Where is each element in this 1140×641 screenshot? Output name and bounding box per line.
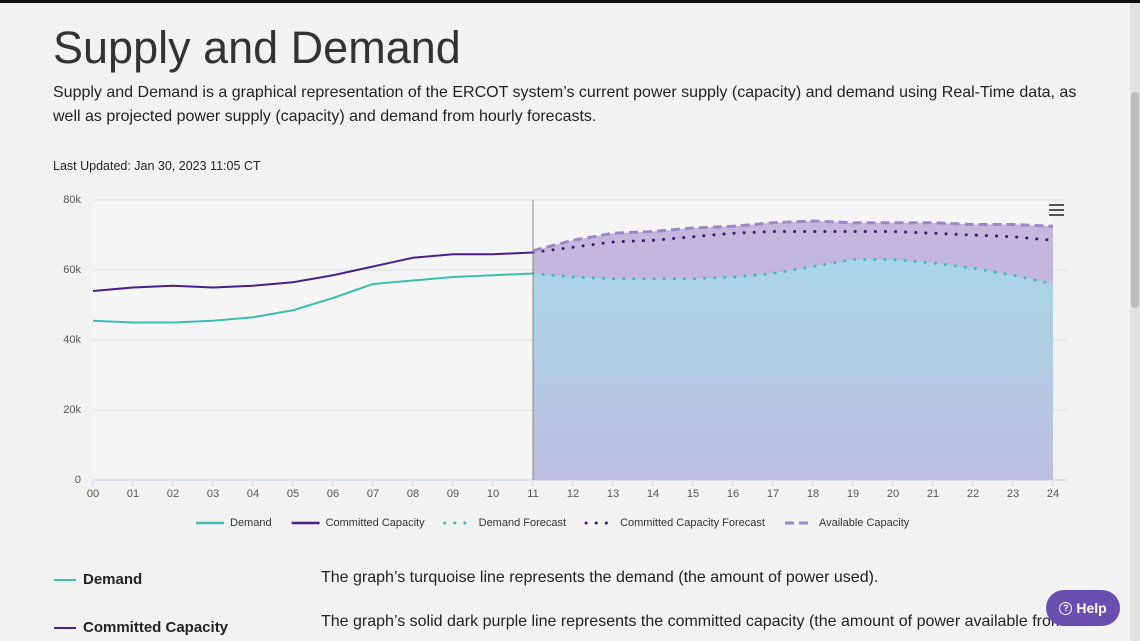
x-tick-label: 22 <box>967 488 979 500</box>
legend-label: Demand Forecast <box>479 517 566 529</box>
note-label: Committed Capacity <box>83 619 229 636</box>
x-tick-label: 20 <box>887 488 899 500</box>
note-swatch <box>54 627 76 629</box>
menu-icon[interactable] <box>1049 204 1064 216</box>
x-tick-label: 01 <box>127 488 139 500</box>
series-line <box>532 219 1054 253</box>
y-tick-label: 60k <box>63 264 81 276</box>
series-line <box>92 272 534 324</box>
legend-label: Demand <box>230 517 272 529</box>
page-title: Supply and Demand <box>53 22 461 73</box>
x-tick-label: 04 <box>247 488 259 500</box>
y-tick-label: 40k <box>63 334 81 346</box>
x-tick-label: 07 <box>367 488 379 500</box>
scrollbar-thumb[interactable] <box>1131 92 1139 308</box>
x-tick-label: 06 <box>327 488 339 500</box>
note-swatch <box>54 579 76 581</box>
description: Supply and Demand is a graphical represe… <box>53 84 1077 125</box>
x-tick-label: 23 <box>1007 488 1019 500</box>
note-text: The graph’s solid dark purple line repre… <box>321 613 1065 630</box>
x-tick-label: 16 <box>727 488 739 500</box>
y-tick-label: 0 <box>75 474 81 486</box>
legend-label: Committed Capacity <box>326 517 426 529</box>
chart: 0 20k 40k 60k 80k 00 01 02 03 04 05 06 07 08 09 10 11 12 1… <box>63 194 1067 529</box>
x-tick-label: 14 <box>647 488 659 500</box>
x-tick-label: 19 <box>847 488 859 500</box>
series-line <box>92 251 534 292</box>
note-label: Demand <box>83 571 143 588</box>
series-line <box>531 258 1055 286</box>
x-tick-label: 18 <box>807 488 819 500</box>
x-tick-label: 00 <box>87 488 99 500</box>
x-tick-label: 02 <box>167 488 179 500</box>
scrollbar[interactable] <box>1130 3 1140 641</box>
x-tick-label: 21 <box>927 488 939 500</box>
x-tick-label: 11 <box>527 488 538 500</box>
x-tick-label: 24 <box>1047 488 1059 500</box>
x-tick-label: 17 <box>767 488 779 500</box>
area <box>533 259 1053 480</box>
x-tick-label: 09 <box>447 488 459 500</box>
legend-label: Committed Capacity Forecast <box>620 517 765 529</box>
note-text: The graph’s turquoise line represents th… <box>321 569 879 586</box>
x-tick-label: 15 <box>687 488 699 500</box>
help-label[interactable]: Help <box>1076 600 1107 616</box>
y-tick-label: 80k <box>63 194 81 206</box>
x-tick-label: 05 <box>287 488 299 500</box>
top-bar <box>0 0 1140 3</box>
legend-label: Available Capacity <box>819 517 910 529</box>
x-tick-label: 13 <box>607 488 619 500</box>
help-button[interactable]: ? Help <box>1046 590 1120 626</box>
help-icon[interactable]: ? <box>1059 601 1073 615</box>
y-tick-label: 20k <box>63 404 81 416</box>
last-updated: Last Updated: Jan 30, 2023 11:05 CT <box>53 159 261 173</box>
x-tick-label: 10 <box>487 488 499 500</box>
series-line <box>531 230 1055 254</box>
x-tick-label: 08 <box>407 488 419 500</box>
x-tick-label: 03 <box>207 488 219 500</box>
x-tick-label: 12 <box>567 488 579 500</box>
